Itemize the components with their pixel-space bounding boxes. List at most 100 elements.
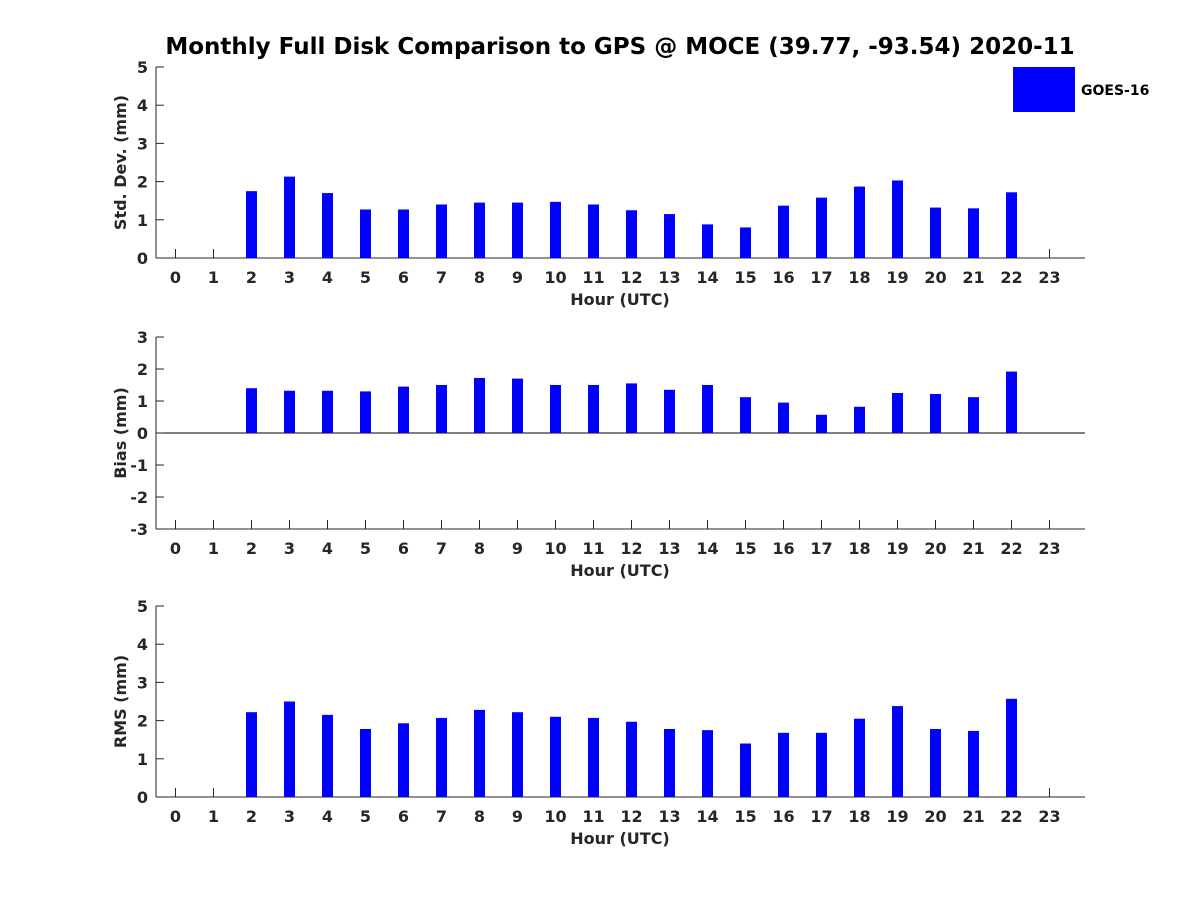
y-tick-label: 3 bbox=[137, 134, 148, 153]
y-tick-label: 2 bbox=[137, 712, 148, 731]
x-tick-label: 10 bbox=[544, 268, 566, 287]
x-tick-label: 21 bbox=[962, 539, 984, 558]
x-tick-label: 17 bbox=[810, 807, 832, 826]
bar-hour-10 bbox=[550, 201, 561, 258]
bar-hour-11 bbox=[588, 204, 599, 258]
bar-hour-12 bbox=[626, 383, 637, 433]
bar-hour-17 bbox=[816, 197, 827, 258]
bar-hour-2 bbox=[246, 191, 257, 258]
bar-hour-14 bbox=[702, 224, 713, 258]
bar-hour-6 bbox=[398, 723, 409, 797]
x-tick-label: 18 bbox=[848, 268, 870, 287]
x-tick-label: 5 bbox=[360, 807, 371, 826]
bar-hour-3 bbox=[284, 701, 295, 797]
y-tick-label: 3 bbox=[137, 328, 148, 347]
x-tick-label: 6 bbox=[398, 268, 409, 287]
y-tick-label: 2 bbox=[137, 360, 148, 379]
bar-hour-5 bbox=[360, 209, 371, 258]
x-tick-label: 1 bbox=[208, 539, 219, 558]
y-axis-label: Std. Dev. (mm) bbox=[111, 95, 130, 230]
x-tick-label: 23 bbox=[1038, 807, 1060, 826]
x-tick-label: 14 bbox=[696, 807, 718, 826]
x-tick-label: 2 bbox=[246, 268, 257, 287]
bar-hour-11 bbox=[588, 717, 599, 797]
x-tick-label: 16 bbox=[772, 539, 794, 558]
x-tick-label: 6 bbox=[398, 807, 409, 826]
x-tick-label: 20 bbox=[924, 807, 946, 826]
x-axis-label: Hour (UTC) bbox=[570, 829, 670, 848]
bar-hour-9 bbox=[512, 712, 523, 797]
figure-title: Monthly Full Disk Comparison to GPS @ MO… bbox=[165, 34, 1074, 60]
bar-hour-7 bbox=[436, 204, 447, 258]
bar-hour-13 bbox=[664, 389, 675, 433]
bar-hour-18 bbox=[854, 186, 865, 258]
bar-hour-17 bbox=[816, 414, 827, 433]
bar-hour-18 bbox=[854, 718, 865, 797]
x-tick-label: 4 bbox=[322, 539, 333, 558]
bar-hour-18 bbox=[854, 406, 865, 433]
bar-hour-9 bbox=[512, 202, 523, 258]
x-tick-label: 4 bbox=[322, 807, 333, 826]
x-tick-label: 3 bbox=[284, 539, 295, 558]
bar-hour-4 bbox=[322, 714, 333, 797]
bar-hour-22 bbox=[1006, 371, 1017, 433]
y-tick-label: -2 bbox=[130, 488, 148, 507]
bar-hour-15 bbox=[740, 743, 751, 797]
y-tick-label: 1 bbox=[137, 750, 148, 769]
y-tick-label: 0 bbox=[137, 424, 148, 443]
bar-hour-8 bbox=[474, 377, 485, 433]
x-tick-label: 22 bbox=[1000, 539, 1022, 558]
bar-hour-5 bbox=[360, 729, 371, 797]
x-tick-label: 8 bbox=[474, 539, 485, 558]
bar-hour-5 bbox=[360, 391, 371, 433]
y-tick-label: 4 bbox=[137, 96, 148, 115]
bar-hour-15 bbox=[740, 397, 751, 433]
x-tick-label: 7 bbox=[436, 807, 447, 826]
x-tick-label: 13 bbox=[658, 539, 680, 558]
x-tick-label: 23 bbox=[1038, 268, 1060, 287]
bar-hour-17 bbox=[816, 732, 827, 797]
x-tick-label: 6 bbox=[398, 539, 409, 558]
bar-hour-4 bbox=[322, 193, 333, 258]
x-tick-label: 0 bbox=[170, 807, 181, 826]
x-tick-label: 2 bbox=[246, 807, 257, 826]
x-tick-label: 18 bbox=[848, 807, 870, 826]
x-tick-label: 10 bbox=[544, 539, 566, 558]
x-tick-label: 11 bbox=[582, 539, 604, 558]
x-tick-label: 17 bbox=[810, 539, 832, 558]
x-tick-label: 16 bbox=[772, 268, 794, 287]
x-tick-label: 12 bbox=[620, 807, 642, 826]
x-tick-label: 4 bbox=[322, 268, 333, 287]
bar-hour-16 bbox=[778, 205, 789, 258]
x-tick-label: 19 bbox=[886, 539, 908, 558]
bar-hour-6 bbox=[398, 386, 409, 433]
x-tick-label: 16 bbox=[772, 807, 794, 826]
bar-hour-22 bbox=[1006, 192, 1017, 258]
x-tick-label: 11 bbox=[582, 807, 604, 826]
y-axis-label: Bias (mm) bbox=[111, 387, 130, 479]
bar-hour-7 bbox=[436, 385, 447, 433]
bar-hour-8 bbox=[474, 709, 485, 797]
bar-hour-15 bbox=[740, 227, 751, 258]
bar-hour-20 bbox=[930, 207, 941, 258]
x-tick-label: 5 bbox=[360, 268, 371, 287]
x-tick-label: 10 bbox=[544, 807, 566, 826]
bar-hour-13 bbox=[664, 729, 675, 797]
x-tick-label: 0 bbox=[170, 268, 181, 287]
bar-hour-21 bbox=[968, 397, 979, 433]
y-tick-label: 5 bbox=[137, 58, 148, 77]
bar-hour-16 bbox=[778, 732, 789, 797]
x-tick-label: 14 bbox=[696, 268, 718, 287]
bar-hour-11 bbox=[588, 385, 599, 433]
x-tick-label: 21 bbox=[962, 807, 984, 826]
x-tick-label: 0 bbox=[170, 539, 181, 558]
bar-hour-19 bbox=[892, 180, 903, 258]
bar-hour-9 bbox=[512, 378, 523, 433]
bar-hour-10 bbox=[550, 385, 561, 433]
y-tick-label: 2 bbox=[137, 173, 148, 192]
x-tick-label: 2 bbox=[246, 539, 257, 558]
x-tick-label: 5 bbox=[360, 539, 371, 558]
